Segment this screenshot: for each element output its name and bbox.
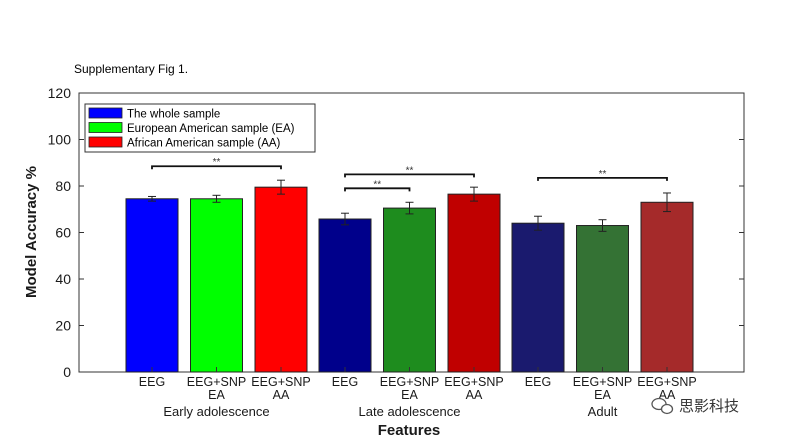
- significance-label: **: [599, 169, 607, 180]
- x-tick-label: EEG: [139, 375, 165, 389]
- x-tick-label: EA: [594, 388, 611, 402]
- x-axis-title: Features: [378, 422, 441, 439]
- watermark-text: 思影科技: [679, 397, 739, 415]
- bar: [383, 207, 436, 373]
- x-tick-label: EEG: [525, 375, 551, 389]
- legend-swatch: [88, 136, 123, 148]
- x-tick-label: EEG+SNP: [637, 375, 696, 389]
- y-tick-label: 100: [48, 132, 72, 148]
- legend-entry: The whole sample: [127, 109, 220, 121]
- bar: [125, 198, 179, 373]
- bar: [254, 186, 308, 373]
- y-tick-label: 120: [48, 85, 72, 101]
- legend-box: [84, 103, 316, 153]
- x-tick-label: AA: [659, 388, 676, 402]
- x-tick-label: EEG: [332, 375, 358, 389]
- bar: [190, 198, 243, 373]
- y-tick-label: 60: [55, 225, 71, 241]
- bar: [447, 193, 501, 373]
- legend-entry: European American sample (EA): [127, 123, 295, 135]
- wechat-icon: [651, 397, 674, 415]
- group-label: Early adolescence: [163, 404, 269, 419]
- group-label: Late adolescence: [359, 404, 461, 419]
- y-axis-title: Model Accuracy %: [23, 166, 40, 298]
- bar: [318, 218, 372, 373]
- significance-label: **: [213, 157, 221, 168]
- x-tick-label: EEG+SNP: [444, 375, 503, 389]
- y-axis: 0 20 40 60 80 100 120: [48, 85, 744, 380]
- legend-swatch: [88, 107, 123, 119]
- legend-swatch: [88, 122, 123, 133]
- x-tick-label: EEG+SNP: [380, 375, 439, 389]
- y-tick-label: 20: [55, 318, 71, 334]
- x-tick-label: EEG+SNP: [187, 375, 246, 389]
- significance-bracket: [344, 187, 411, 192]
- figure-caption: Supplementary Fig 1.: [74, 62, 188, 76]
- significance-bracket: [537, 176, 668, 181]
- error-bars-layer: [148, 179, 671, 232]
- x-tick-label: EEG+SNP: [573, 375, 632, 389]
- legend-entry: African American sample (AA): [127, 138, 281, 150]
- legend: The whole sample European American sample…: [84, 103, 316, 153]
- bars-layer: [125, 186, 694, 373]
- significance-layer: ** ** ** **: [151, 157, 668, 192]
- y-tick-label: 40: [55, 271, 71, 287]
- x-tick-label: EA: [401, 388, 418, 402]
- y-tick-label: 0: [63, 364, 71, 380]
- bar: [640, 201, 694, 373]
- bar: [511, 222, 565, 373]
- significance-label: **: [406, 165, 414, 176]
- x-tick-label: AA: [273, 388, 290, 402]
- y-tick-label: 80: [55, 178, 71, 194]
- significance-bracket: [344, 173, 475, 178]
- x-tick-label: EA: [208, 388, 225, 402]
- group-label: Adult: [588, 404, 618, 419]
- significance-label: **: [373, 179, 381, 190]
- x-tick-label: AA: [466, 388, 483, 402]
- bar: [576, 225, 629, 373]
- significance-bracket: [151, 165, 282, 170]
- x-tick-label: EEG+SNP: [251, 375, 310, 389]
- watermark: 思影科技: [651, 397, 739, 415]
